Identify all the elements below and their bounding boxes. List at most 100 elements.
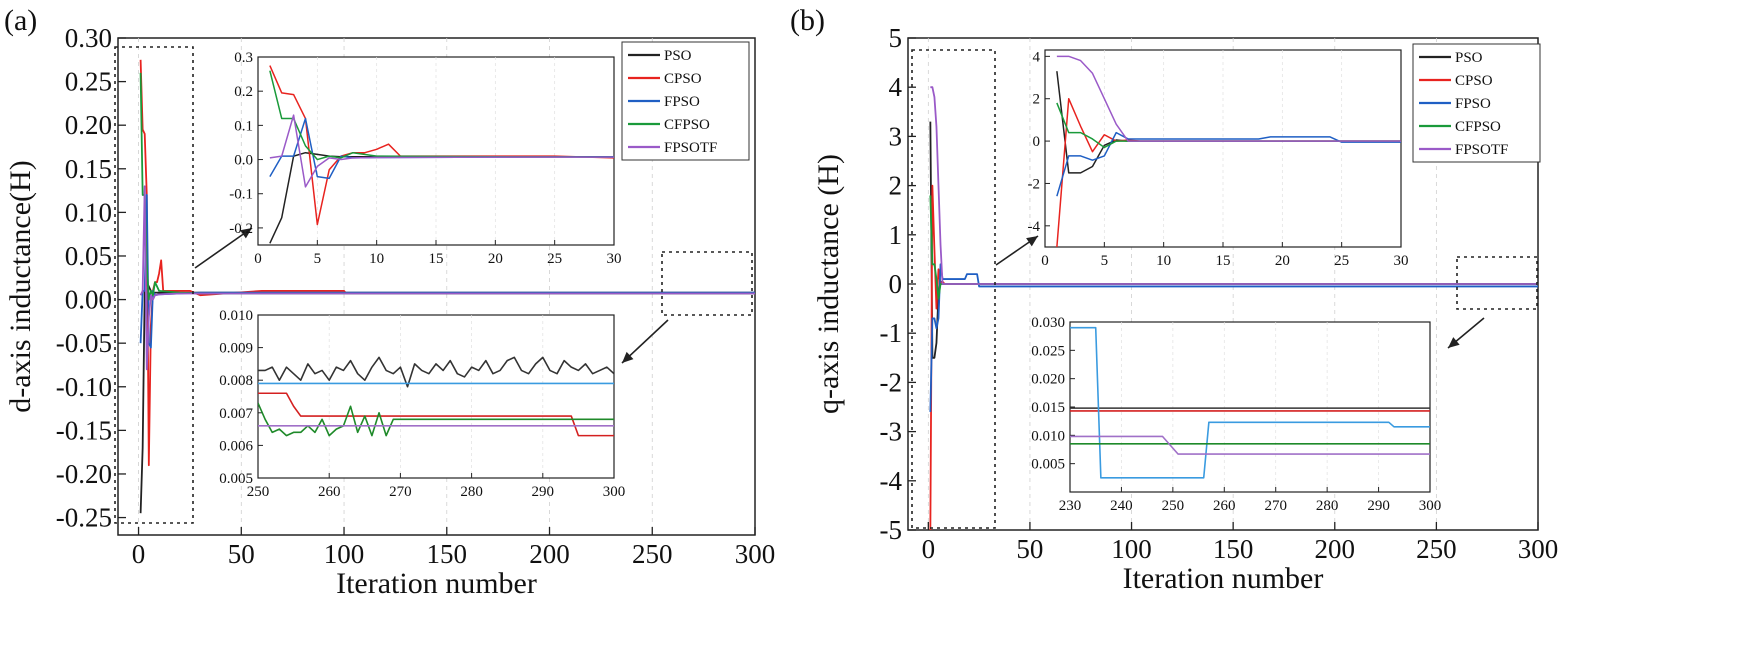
inset-series-line-fpso (1070, 326, 1430, 479)
inset-x-tick-label: 290 (1367, 498, 1390, 514)
inset-x-tick-label: 240 (1110, 498, 1133, 514)
series-line-fpsotf (139, 185, 755, 371)
x-tick-label: 50 (228, 539, 255, 569)
inset-top: 0 5 10 15 20 25 30 -0.2 -0.1 0.0 0.1 0.2 0.3 (229, 50, 622, 267)
y-tick-label: -4 (880, 466, 903, 496)
inset-x-tick-label: 300 (1419, 498, 1442, 514)
inset-x-tick-label: 30 (607, 251, 622, 267)
legend-label-fpsotf: FPSOTF (1455, 142, 1508, 158)
x-tick-label: 0 (922, 534, 936, 564)
inset-x-tick-label: 20 (488, 251, 503, 267)
x-tick-label: 300 (1518, 534, 1559, 564)
inset-x-tick-label: 300 (603, 484, 626, 500)
zoom-box-early (114, 46, 194, 524)
inset-x-tick-label: 250 (247, 484, 270, 500)
inset-x-tick-label: 270 (1264, 498, 1287, 514)
y-tick-label: -0.25 (56, 503, 112, 533)
x-tick-label: 0 (132, 539, 146, 569)
inset-y-tick-label: 0 (1033, 134, 1041, 150)
y-tick-label: 2 (889, 171, 903, 201)
inset-y-tick-label: 0.006 (219, 438, 253, 454)
inset-x-tick-label: 260 (318, 484, 341, 500)
inset-y-tick-label: 2 (1033, 92, 1041, 108)
inset-x-tick-label: 10 (1156, 253, 1171, 269)
x-tick-label: 300 (735, 539, 776, 569)
inset-top: 0 5 10 15 20 25 30 -4 -2 0 2 4 (1028, 49, 1409, 269)
y-tick-label: -0.20 (56, 459, 112, 489)
inset-series-line-pso (258, 356, 614, 388)
y-tick-label: 0.05 (65, 241, 112, 271)
inset-x-tick-label: 5 (314, 251, 322, 267)
y-tick-label: -0.05 (56, 328, 112, 358)
legend: PSO CPSO FPSO CFPSO FPSOTF (1412, 43, 1541, 163)
inset-x-tick-label: 20 (1275, 253, 1290, 269)
inset-x-tick-label: 280 (1316, 498, 1339, 514)
inset-x-tick-label: 25 (547, 251, 562, 267)
inset-bottom: 250 260 270 280 290 300 0.005 0.006 0.007 0.008 0.… (219, 308, 625, 500)
series-line-fpsotf (930, 86, 1538, 285)
inset-x-tick-label: 5 (1101, 253, 1109, 269)
x-tick-label: 250 (1416, 534, 1457, 564)
legend-label-fpso: FPSO (1455, 96, 1491, 112)
inset-series-line-cpso (269, 65, 614, 226)
legend: PSO CPSO FPSO CFPSO FPSOTF (621, 41, 750, 161)
y-tick-label: 0.10 (65, 197, 112, 227)
inset-y-tick-label: 0.3 (234, 50, 253, 66)
inset-x-tick-label: 250 (1162, 498, 1185, 514)
arrow-head (622, 351, 634, 363)
y-tick-label: 0.25 (65, 67, 112, 97)
inset-x-tick-label: 25 (1334, 253, 1349, 269)
y-tick-label: -0.15 (56, 415, 112, 445)
inset-x-tick-label: 280 (460, 484, 483, 500)
inset-y-tick-label: 0.007 (219, 406, 253, 422)
inset-frame (257, 314, 615, 479)
panel-tag: (b) (790, 4, 825, 37)
inset-y-tick-label: 0.008 (219, 373, 253, 389)
inset-frame (1069, 321, 1431, 493)
inset-y-tick-label: 0.010 (1031, 428, 1065, 444)
inset-y-tick-label: 0.020 (1031, 372, 1065, 388)
inset-series-line-fpsotf (269, 114, 614, 188)
inset-series-line-cpso (258, 392, 614, 437)
inset-x-tick-label: 290 (532, 484, 555, 500)
y-tick-label: -3 (880, 417, 903, 447)
arrow-head (1026, 236, 1038, 247)
inset-x-tick-label: 260 (1213, 498, 1236, 514)
inset-y-tick-label: -2 (1028, 176, 1041, 192)
inset-y-tick-label: -0.1 (229, 187, 253, 203)
inset-y-tick-label: -4 (1028, 219, 1041, 235)
inset-x-tick-label: 270 (389, 484, 412, 500)
inset-x-tick-label: 15 (1216, 253, 1231, 269)
y-tick-label: 0 (889, 269, 903, 299)
zoom-box-early (911, 49, 996, 529)
inset-x-tick-label: 0 (254, 251, 262, 267)
x-tick-label: 150 (1213, 534, 1254, 564)
inset-y-tick-label: 4 (1033, 49, 1041, 65)
x-axis-title: Iteration number (336, 567, 537, 600)
series-line-fpso (929, 263, 1538, 412)
inset-x-tick-label: 230 (1059, 498, 1082, 514)
zoom-box-late (661, 251, 753, 316)
x-axis-title: Iteration number (1123, 562, 1324, 595)
inset-y-tick-label: 0.005 (1031, 457, 1065, 473)
inset-y-tick-label: 0.2 (234, 84, 253, 100)
y-tick-label: 0.30 (65, 23, 112, 53)
inset-bottom: 230 240 250 260 270 280 290 300 0.005 0.010 0.015 0… (1031, 315, 1441, 514)
legend-label-pso: PSO (664, 48, 692, 64)
y-tick-label: 3 (889, 121, 903, 151)
inset-y-tick-label: 0.010 (219, 308, 253, 324)
panel-a: 0 50 100 150 200 250 300-0.25-0.20-0.15-0.10-0… (4, 4, 776, 600)
inset-y-tick-label: 0.009 (219, 341, 253, 357)
inset-y-tick-label: 0.030 (1031, 315, 1065, 331)
inset-x-tick-label: 30 (1394, 253, 1409, 269)
legend-label-pso: PSO (1455, 50, 1483, 66)
inset-x-tick-label: 0 (1041, 253, 1049, 269)
x-tick-label: 250 (632, 539, 673, 569)
inset-x-tick-label: 15 (429, 251, 444, 267)
x-tick-label: 200 (529, 539, 570, 569)
zoom-box-late (1456, 256, 1538, 310)
panel-tag: (a) (4, 4, 37, 37)
y-tick-label: 4 (889, 72, 903, 102)
legend-label-cfpso: CFPSO (664, 117, 710, 133)
arrow-to-early-inset (194, 227, 253, 269)
